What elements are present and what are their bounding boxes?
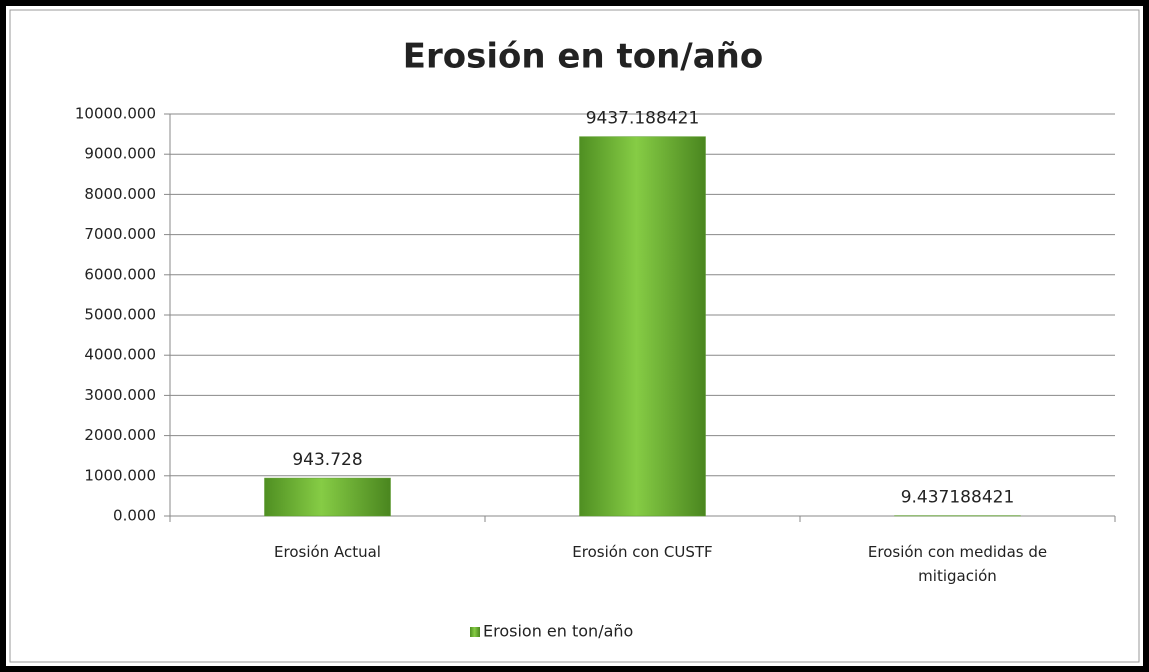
data-label: 9.437188421: [901, 488, 1015, 508]
data-label: 9437.188421: [586, 109, 700, 129]
legend-swatch: [470, 627, 480, 637]
y-tick-label: 4000.000: [84, 346, 156, 364]
legend-label: Erosion en ton/año: [483, 622, 633, 641]
y-tick-label: 10000.000: [75, 105, 156, 123]
inner-frame: [9, 9, 1140, 663]
y-tick-label: 0.000: [113, 507, 156, 525]
y-tick-label: 3000.000: [84, 386, 156, 404]
y-tick-label: 5000.000: [84, 306, 156, 324]
bar: [579, 136, 706, 517]
x-tick-label-box: Erosión con CUSTF: [572, 543, 713, 561]
bar: [264, 477, 391, 517]
y-tick-label: 6000.000: [84, 265, 156, 283]
y-tick-label: 8000.000: [84, 185, 156, 203]
x-tick-label-box: Erosión con medidas de mitigación: [867, 543, 1048, 585]
data-label: 943.728: [292, 450, 362, 470]
y-tick-label: 9000.000: [84, 145, 156, 163]
x-tick-label: Erosión con CUSTF: [572, 543, 713, 561]
chart-title: Erosión en ton/año: [403, 37, 764, 77]
x-tick-label: Erosión con medidas de mitigación: [867, 543, 1048, 585]
x-tick-label: Erosión Actual: [274, 543, 381, 561]
x-tick-label-box: Erosión Actual: [274, 543, 381, 561]
y-tick-label: 7000.000: [84, 225, 156, 243]
y-tick-label: 2000.000: [84, 426, 156, 444]
y-tick-label: 1000.000: [84, 466, 156, 484]
